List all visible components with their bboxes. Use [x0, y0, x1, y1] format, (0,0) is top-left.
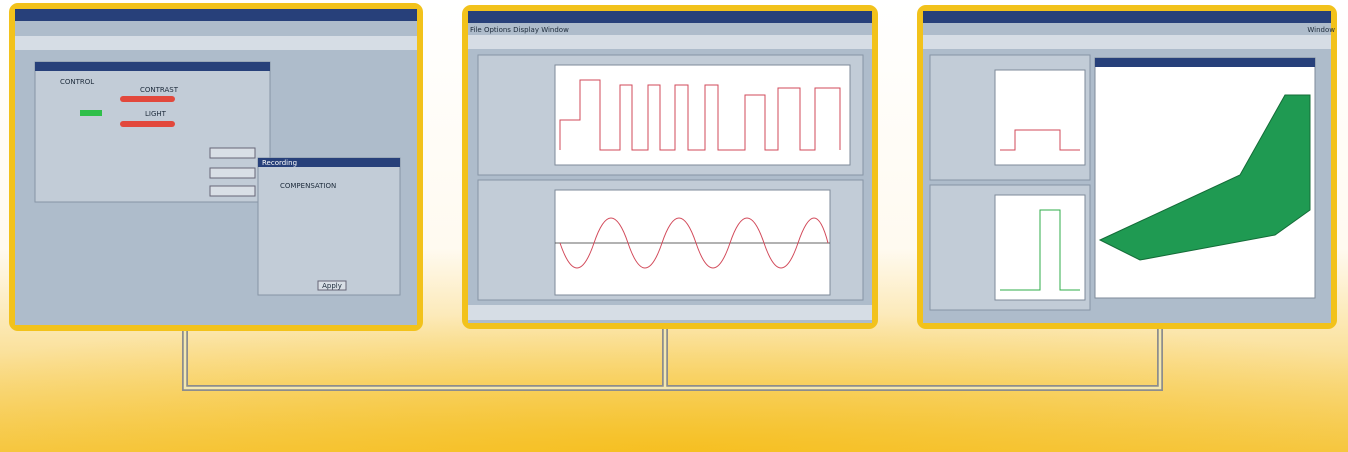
label: COMPENSATION: [280, 182, 336, 190]
button[interactable]: [210, 186, 255, 196]
slider[interactable]: [120, 96, 175, 102]
slider[interactable]: [120, 121, 175, 127]
taskbar: [468, 305, 872, 320]
button[interactable]: [210, 148, 255, 158]
label: CONTROL: [60, 78, 94, 86]
label: CONTRAST: [140, 86, 179, 94]
window-control: CONTROL CONTRAST LIGHT Recording COMPENS…: [12, 6, 420, 328]
dialog-title: Recording: [262, 159, 297, 167]
menu: File Options Display Window: [470, 26, 569, 34]
scene: CONTROL CONTRAST LIGHT Recording COMPENS…: [0, 0, 1348, 452]
window-signals: [465, 8, 875, 326]
menu: Window: [1307, 26, 1335, 34]
button[interactable]: [210, 168, 255, 178]
label: LIGHT: [145, 110, 167, 118]
indicator: [80, 110, 102, 116]
dialog-recording: [258, 158, 400, 295]
button-label: Apply: [322, 282, 342, 290]
window-3d: Window: [920, 8, 1335, 326]
